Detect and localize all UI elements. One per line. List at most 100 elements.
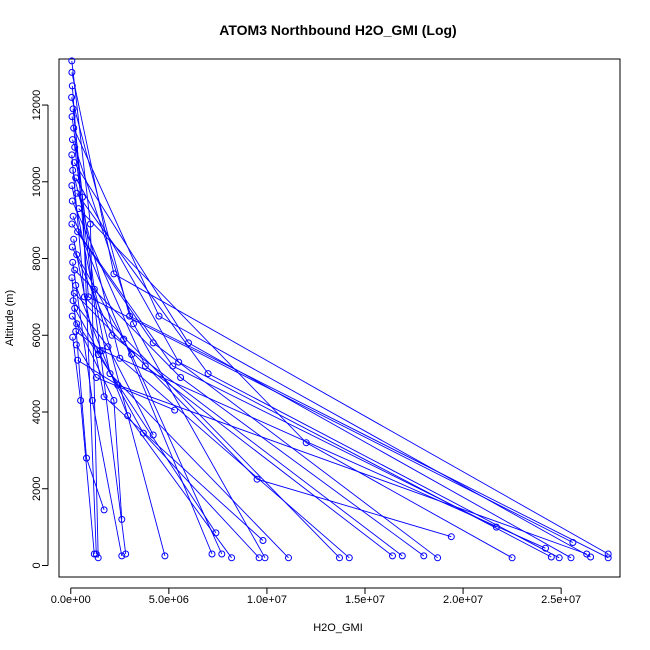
- data-point: [149, 431, 157, 439]
- data-point: [542, 544, 549, 552]
- profile-line: [71, 185, 289, 559]
- profile-line: [76, 323, 123, 520]
- data-point: [434, 554, 442, 562]
- data-point: [79, 193, 86, 201]
- chart-title: ATOM3 Northbound H2O_GMI (Log): [219, 22, 456, 38]
- data-point: [161, 552, 169, 560]
- data-point: [141, 362, 149, 370]
- x-axis: 0.0e+00 5.0e+06 1.0e+07 1.5e+07 2.0e+07 2.5e+…: [51, 587, 581, 606]
- data-point: [84, 293, 92, 301]
- data-point: [94, 554, 102, 562]
- profile-line: [73, 239, 264, 541]
- data-point: [68, 113, 76, 121]
- data-point: [547, 553, 555, 561]
- profile-line: [74, 147, 127, 555]
- profile-line: [75, 344, 175, 411]
- data-point: [118, 515, 126, 523]
- data-point: [128, 351, 136, 358]
- profile-line: [71, 315, 217, 534]
- data-point: [68, 57, 76, 65]
- data-point: [69, 258, 77, 266]
- data-point: [68, 197, 76, 205]
- profile-line: [74, 269, 425, 557]
- data-point: [86, 220, 94, 228]
- data-point: [171, 406, 179, 414]
- data-point: [69, 166, 77, 174]
- data-point: [149, 339, 157, 347]
- data-point: [208, 550, 216, 558]
- y-axis-label: Altitude (m): [4, 290, 16, 346]
- data-point: [155, 312, 163, 320]
- data-point: [68, 243, 76, 251]
- data-point: [68, 82, 76, 90]
- profile-line: [78, 208, 513, 559]
- data-point: [175, 358, 183, 366]
- data-point: [81, 293, 88, 301]
- data-point: [69, 212, 77, 220]
- data-point: [68, 274, 76, 282]
- data-point: [285, 554, 292, 562]
- data-point: [74, 356, 82, 364]
- data-point: [68, 182, 76, 190]
- data-point: [345, 554, 353, 562]
- data-point: [94, 351, 102, 358]
- data-point: [77, 397, 85, 404]
- y-tick-label: 10000: [31, 166, 43, 197]
- data-point: [69, 136, 76, 144]
- data-point: [98, 347, 106, 355]
- y-tick-label: 0: [31, 562, 43, 568]
- data-point: [302, 439, 310, 447]
- profile-line: [73, 162, 572, 559]
- data-point: [228, 554, 236, 562]
- data-point: [68, 93, 76, 101]
- data-point: [92, 550, 100, 558]
- data-point: [126, 312, 134, 320]
- profile-line: [76, 254, 223, 555]
- data-point: [204, 370, 212, 378]
- x-tick-label: 1.0e+07: [247, 594, 287, 606]
- profile-line: [71, 116, 166, 557]
- data-point: [71, 304, 79, 312]
- data-point: [74, 228, 82, 236]
- data-point: [108, 331, 116, 339]
- profile-line: [71, 72, 609, 555]
- data-point: [604, 550, 612, 558]
- data-point: [73, 251, 81, 259]
- data-point: [68, 312, 76, 320]
- data-point: [90, 550, 98, 558]
- plot-series: [68, 57, 612, 562]
- data-point: [72, 341, 80, 349]
- data-point: [68, 220, 76, 228]
- data-point: [212, 529, 220, 537]
- data-point: [185, 339, 192, 347]
- data-point: [71, 143, 79, 151]
- y-tick-label: 2000: [31, 477, 43, 501]
- data-point: [75, 205, 83, 213]
- x-tick-label: 5.0e+06: [149, 594, 189, 606]
- data-point: [100, 393, 108, 401]
- profile-line: [72, 300, 154, 436]
- plot-frame: [58, 58, 621, 578]
- data-point: [92, 374, 100, 381]
- data-point: [104, 343, 112, 351]
- data-point: [69, 297, 77, 305]
- data-point: [122, 550, 130, 558]
- data-point: [72, 281, 80, 289]
- data-point: [492, 523, 500, 531]
- data-point: [130, 320, 137, 328]
- data-point: [116, 354, 124, 362]
- profile-line: [75, 285, 232, 559]
- data-point: [88, 397, 96, 404]
- data-point: [90, 285, 98, 293]
- x-tick-label: 1.5e+07: [345, 594, 385, 606]
- data-point: [218, 550, 226, 558]
- profile-line: [75, 331, 546, 549]
- data-point: [120, 335, 128, 343]
- data-point: [255, 554, 263, 562]
- data-point: [253, 475, 261, 483]
- data-point: [118, 552, 126, 560]
- data-point: [69, 105, 77, 113]
- data-point: [72, 174, 80, 182]
- x-tick-label: 2.5e+07: [541, 594, 581, 606]
